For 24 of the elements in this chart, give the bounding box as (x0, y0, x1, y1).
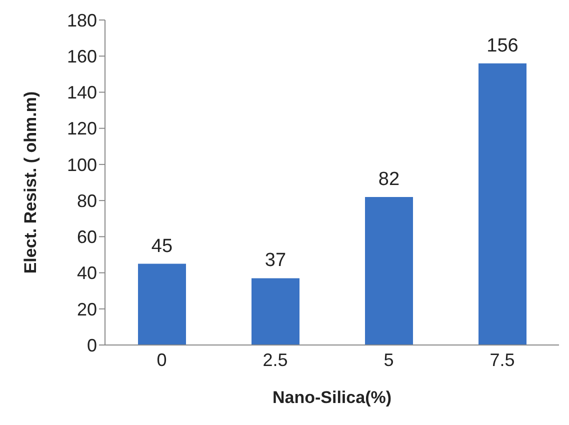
y-tick-label: 140 (66, 82, 97, 103)
y-tick-label: 160 (66, 46, 97, 66)
y-tick-label: 80 (76, 190, 97, 211)
x-tick-label: 5 (384, 350, 394, 370)
y-tick-label: 100 (66, 154, 97, 175)
y-tick-label: 180 (66, 10, 97, 30)
y-tick-label: 40 (76, 263, 97, 284)
bar (252, 278, 300, 345)
y-tick-label: 60 (76, 227, 97, 248)
x-tick-label: 2.5 (262, 350, 288, 370)
bar (365, 196, 413, 345)
data-label: 156 (486, 35, 518, 56)
data-label: 82 (378, 168, 400, 190)
y-axis-title: Elect. Resist. ( ohm.m) (21, 91, 40, 274)
x-tick-label: 7.5 (490, 350, 515, 370)
bar (138, 264, 186, 345)
y-tick-label: 20 (76, 299, 97, 320)
x-tick-label: 0 (156, 350, 167, 370)
data-label: 45 (151, 236, 173, 257)
data-label: 37 (264, 250, 286, 272)
y-tick-label: 0 (86, 335, 97, 356)
y-tick-label: 120 (66, 118, 97, 139)
bar (478, 63, 526, 345)
x-axis-title: Nano-Silica(%) (272, 388, 392, 407)
